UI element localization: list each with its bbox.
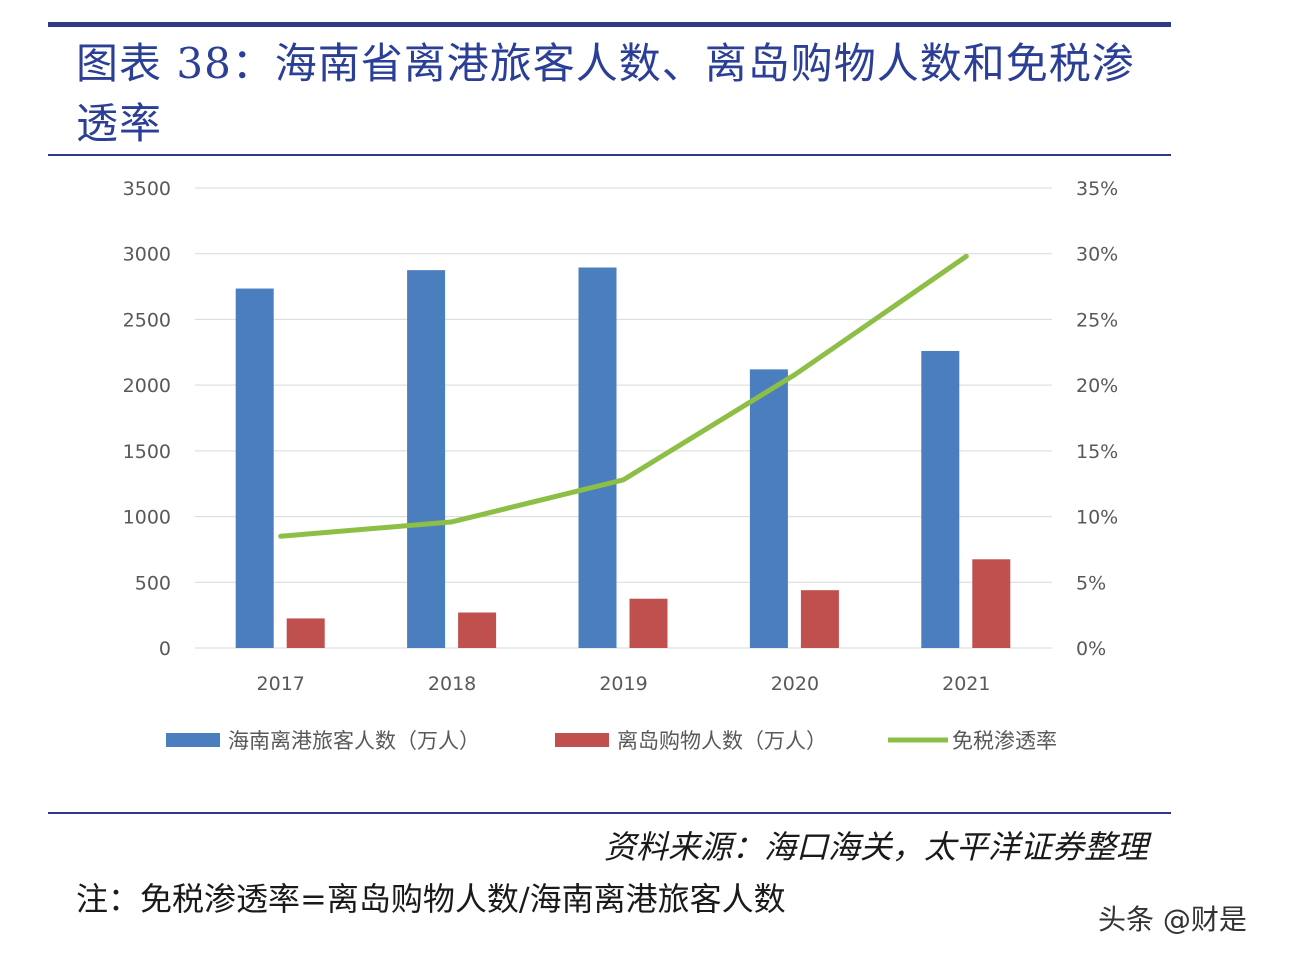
right-tick-label: 35% (1076, 178, 1118, 200)
footer-rule (48, 812, 1171, 814)
legend-label: 离岛购物人数（万人） (617, 729, 827, 753)
left-tick-label: 3500 (123, 178, 171, 200)
penetration-line (278, 253, 969, 539)
bar-offshore-shoppers (286, 618, 325, 648)
right-tick-label: 10% (1076, 507, 1118, 529)
chart: 0 500 1000 1500 2000 2500 3000 3500 0% 5% 10% 15% 2… (123, 178, 1119, 753)
right-tick-label: 25% (1076, 309, 1118, 331)
bar-departing-passengers (749, 369, 788, 648)
left-tick-label: 1000 (123, 507, 171, 529)
right-axis-ticks: 0% 5% 10% 15% 20% 25% 30% 35% (1076, 178, 1118, 660)
left-tick-label: 500 (135, 572, 171, 594)
right-tick-label: 0% (1076, 638, 1106, 660)
right-tick-label: 5% (1076, 572, 1106, 594)
formula-note: 注：免税渗透率=离岛购物人数/海南离港旅客人数 (76, 880, 786, 918)
line-duty-free-penetration (278, 253, 969, 539)
left-tick-label: 2000 (123, 375, 171, 397)
x-tick-label: 2018 (428, 673, 476, 695)
x-axis-ticks: 2017 2018 2019 2020 2021 (257, 673, 991, 695)
x-tick-label: 2019 (599, 673, 647, 695)
left-tick-label: 3000 (123, 244, 171, 266)
top-rule (48, 22, 1171, 27)
bar-offshore-shoppers (800, 590, 839, 648)
bar-departing-passengers (578, 267, 617, 648)
watermark: 头条 @财是 (1098, 903, 1247, 936)
x-tick-label: 2021 (942, 673, 990, 695)
bar-offshore-shoppers (458, 612, 497, 648)
bars (235, 267, 1011, 648)
left-tick-label: 0 (159, 638, 171, 660)
grid-lines (195, 187, 1052, 649)
bar-offshore-shoppers (629, 598, 668, 648)
left-tick-label: 1500 (123, 441, 171, 463)
bar-departing-passengers (921, 350, 960, 648)
left-tick-label: 2500 (123, 309, 171, 331)
bar-offshore-shoppers (972, 559, 1011, 648)
source-note: 资料来源：海口海关，太平洋证券整理 (603, 828, 1148, 866)
legend: 海南离港旅客人数（万人） 离岛购物人数（万人） 免税渗透率 (166, 729, 1057, 753)
bar-departing-passengers (235, 288, 274, 648)
legend-label: 海南离港旅客人数（万人） (228, 729, 480, 753)
legend-swatch (166, 733, 220, 747)
legend-label: 免税渗透率 (952, 729, 1057, 753)
legend-swatch (555, 733, 609, 747)
title-rule (48, 154, 1171, 156)
right-tick-label: 30% (1076, 244, 1118, 266)
chart-title: 图表 38：海南省离港旅客人数、离岛购物人数和免税渗透率 (76, 39, 1135, 148)
right-tick-label: 15% (1076, 441, 1118, 463)
right-tick-label: 20% (1076, 375, 1118, 397)
x-tick-label: 2020 (771, 673, 819, 695)
x-tick-label: 2017 (257, 673, 305, 695)
left-axis-ticks: 0 500 1000 1500 2000 2500 3000 3500 (123, 178, 171, 660)
bar-departing-passengers (407, 270, 446, 648)
